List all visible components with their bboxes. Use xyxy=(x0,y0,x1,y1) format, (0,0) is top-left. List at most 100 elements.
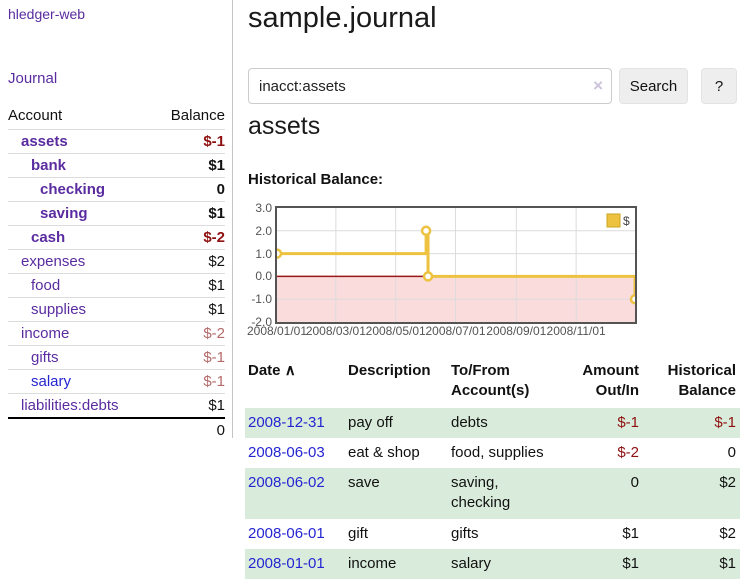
account-row: salary $-1 xyxy=(8,369,225,394)
register-balance-cell: $2 xyxy=(719,524,736,542)
account-row: income $-2 xyxy=(8,321,225,346)
register-accounts-cell: food, supplies xyxy=(451,443,544,461)
sidebar-account-link-food[interactable]: food xyxy=(31,277,61,294)
register-col-tofrom: To/From Account(s) xyxy=(451,362,530,400)
account-balance: $-2 xyxy=(153,225,225,250)
account-row: liabilities:debts $1 xyxy=(8,393,225,418)
register-table: Date ∧ Description To/From Account(s) Amount… xyxy=(245,358,740,579)
register-amount-cell: $-1 xyxy=(565,407,643,438)
account-balance: $1 xyxy=(153,393,225,418)
account-heading: assets xyxy=(248,112,321,140)
search-bar: × Search ? xyxy=(248,68,742,104)
register-date-cell: 2008-01-01 xyxy=(245,548,345,579)
register-row: 2008-12-31 pay off debts $-1 $-1 xyxy=(245,407,740,438)
sidebar: hledger-web Journal Account Balance asse… xyxy=(0,0,233,442)
account-balance: $1 xyxy=(153,201,225,226)
page-title: sample.journal xyxy=(248,2,437,34)
account-row: food $1 xyxy=(8,273,225,298)
register-amount-cell: 0 xyxy=(565,468,643,519)
sidebar-account-link-checking[interactable]: checking xyxy=(40,181,106,198)
transaction-date-link[interactable]: 2008-12-31 xyxy=(248,413,325,431)
sidebar-account-link-cash[interactable]: cash xyxy=(31,229,66,246)
register-balance-cell: $1 xyxy=(643,548,740,579)
register-amount-cell: $1 xyxy=(565,548,643,579)
accounts-col-account: Account xyxy=(8,107,63,124)
chart-plot-area: $ xyxy=(275,206,637,324)
sidebar-account-link-assets[interactable]: assets xyxy=(21,133,68,150)
register-description-cell: eat & shop xyxy=(348,443,420,461)
register-col-description: Description xyxy=(348,362,431,379)
account-row: supplies $1 xyxy=(8,297,225,322)
y-axis-tick-label: -1.0 xyxy=(251,292,272,307)
chart-title: Historical Balance: xyxy=(248,171,384,188)
legend-label: $ xyxy=(623,214,630,228)
register-row: 2008-06-01 gift gifts $1 $2 xyxy=(245,519,740,549)
register-accounts-cell: debts xyxy=(448,407,565,438)
search-input[interactable] xyxy=(248,68,612,104)
register-accounts-cell: salary xyxy=(448,548,565,579)
data-point-marker xyxy=(420,225,432,237)
help-button[interactable]: ? xyxy=(701,68,737,104)
account-balance: 0 xyxy=(153,177,225,202)
y-axis-tick-label: 3.0 xyxy=(255,201,272,215)
account-balance: $1 xyxy=(153,297,225,322)
register-description-cell: pay off xyxy=(345,407,448,438)
sort-asc-icon: ∧ xyxy=(284,362,296,379)
transaction-date-link[interactable]: 2008-06-01 xyxy=(248,524,325,542)
account-row: saving $1 xyxy=(8,201,225,226)
register-row: 2008-06-03 eat & shop food, supplies $-2 0 xyxy=(245,438,740,468)
x-axis-tick-label: 2008/01/01 xyxy=(246,324,308,338)
account-row: bank $1 xyxy=(8,153,225,178)
account-balance: $-1 xyxy=(153,369,225,394)
accounts-table: Account Balance assets $-1 bank $1 checking 0… xyxy=(8,103,225,442)
brand-link[interactable]: hledger-web xyxy=(8,6,86,22)
register-amount-cell: $-2 xyxy=(617,443,639,461)
account-balance: $1 xyxy=(153,273,225,298)
y-axis-tick-label: -2.0 xyxy=(251,315,272,329)
search-button[interactable]: Search xyxy=(619,68,688,104)
register-balance-cell: $-1 xyxy=(643,407,740,438)
transaction-date-link[interactable]: 2008-01-01 xyxy=(248,554,325,572)
register-description-cell: gift xyxy=(348,524,369,542)
register-description-cell: save xyxy=(345,468,448,519)
account-balance: $-1 xyxy=(153,129,225,154)
register-date-cell: 2008-06-02 xyxy=(245,468,345,519)
accounts-col-balance: Balance xyxy=(170,107,225,124)
sidebar-account-link-expenses[interactable]: expenses xyxy=(21,253,86,270)
y-axis-tick-label: 1.0 xyxy=(255,246,272,261)
x-axis-tick-label: 2008/05/01 xyxy=(365,324,426,338)
account-row: expenses $2 xyxy=(8,249,225,274)
sidebar-account-link-supplies[interactable]: supplies xyxy=(31,301,87,318)
sidebar-account-link-liabilities-debts[interactable]: liabilities:debts xyxy=(21,397,119,414)
register-balance-cell: 0 xyxy=(727,443,736,461)
clear-search-icon[interactable]: × xyxy=(593,76,603,95)
register-date-cell: 2008-12-31 xyxy=(245,407,345,438)
accounts-total-value: 0 xyxy=(153,417,225,442)
register-row: 2008-06-02 save saving, checking 0 $2 xyxy=(245,468,740,519)
sidebar-item-journal[interactable]: Journal xyxy=(8,70,58,87)
x-axis-tick-label: 2008/03/01 xyxy=(305,324,366,338)
register-amount-cell: $1 xyxy=(622,524,639,542)
register-date-cell: 2008-06-01 xyxy=(245,519,345,549)
sidebar-account-link-gifts[interactable]: gifts xyxy=(31,349,59,366)
x-axis-tick-label: 2008/07/01 xyxy=(425,324,486,338)
account-row: assets $-1 xyxy=(8,129,225,154)
search-input-wrap: × xyxy=(248,68,612,104)
sidebar-account-link-salary[interactable]: salary xyxy=(31,373,72,390)
register-accounts-cell: saving, checking xyxy=(448,468,565,519)
sidebar-account-link-income[interactable]: income xyxy=(21,325,70,342)
account-balance: $-1 xyxy=(153,345,225,370)
sidebar-account-link-saving[interactable]: saving xyxy=(40,205,88,222)
register-col-date[interactable]: Date ∧ xyxy=(248,362,296,379)
register-balance-cell: $2 xyxy=(643,468,740,519)
transaction-date-link[interactable]: 2008-06-02 xyxy=(248,474,325,491)
transaction-date-link[interactable]: 2008-06-03 xyxy=(248,443,325,461)
account-row: cash $-2 xyxy=(8,225,225,250)
sidebar-account-link-bank[interactable]: bank xyxy=(31,157,67,174)
register-accounts-cell: gifts xyxy=(451,524,479,542)
account-row: checking 0 xyxy=(8,177,225,202)
register-row: 2008-01-01 income salary $1 $1 xyxy=(245,548,740,579)
account-row: gifts $-1 xyxy=(8,345,225,370)
account-balance: $-2 xyxy=(153,321,225,346)
main-content: sample.journal × Search ? assets Histori… xyxy=(245,0,742,582)
